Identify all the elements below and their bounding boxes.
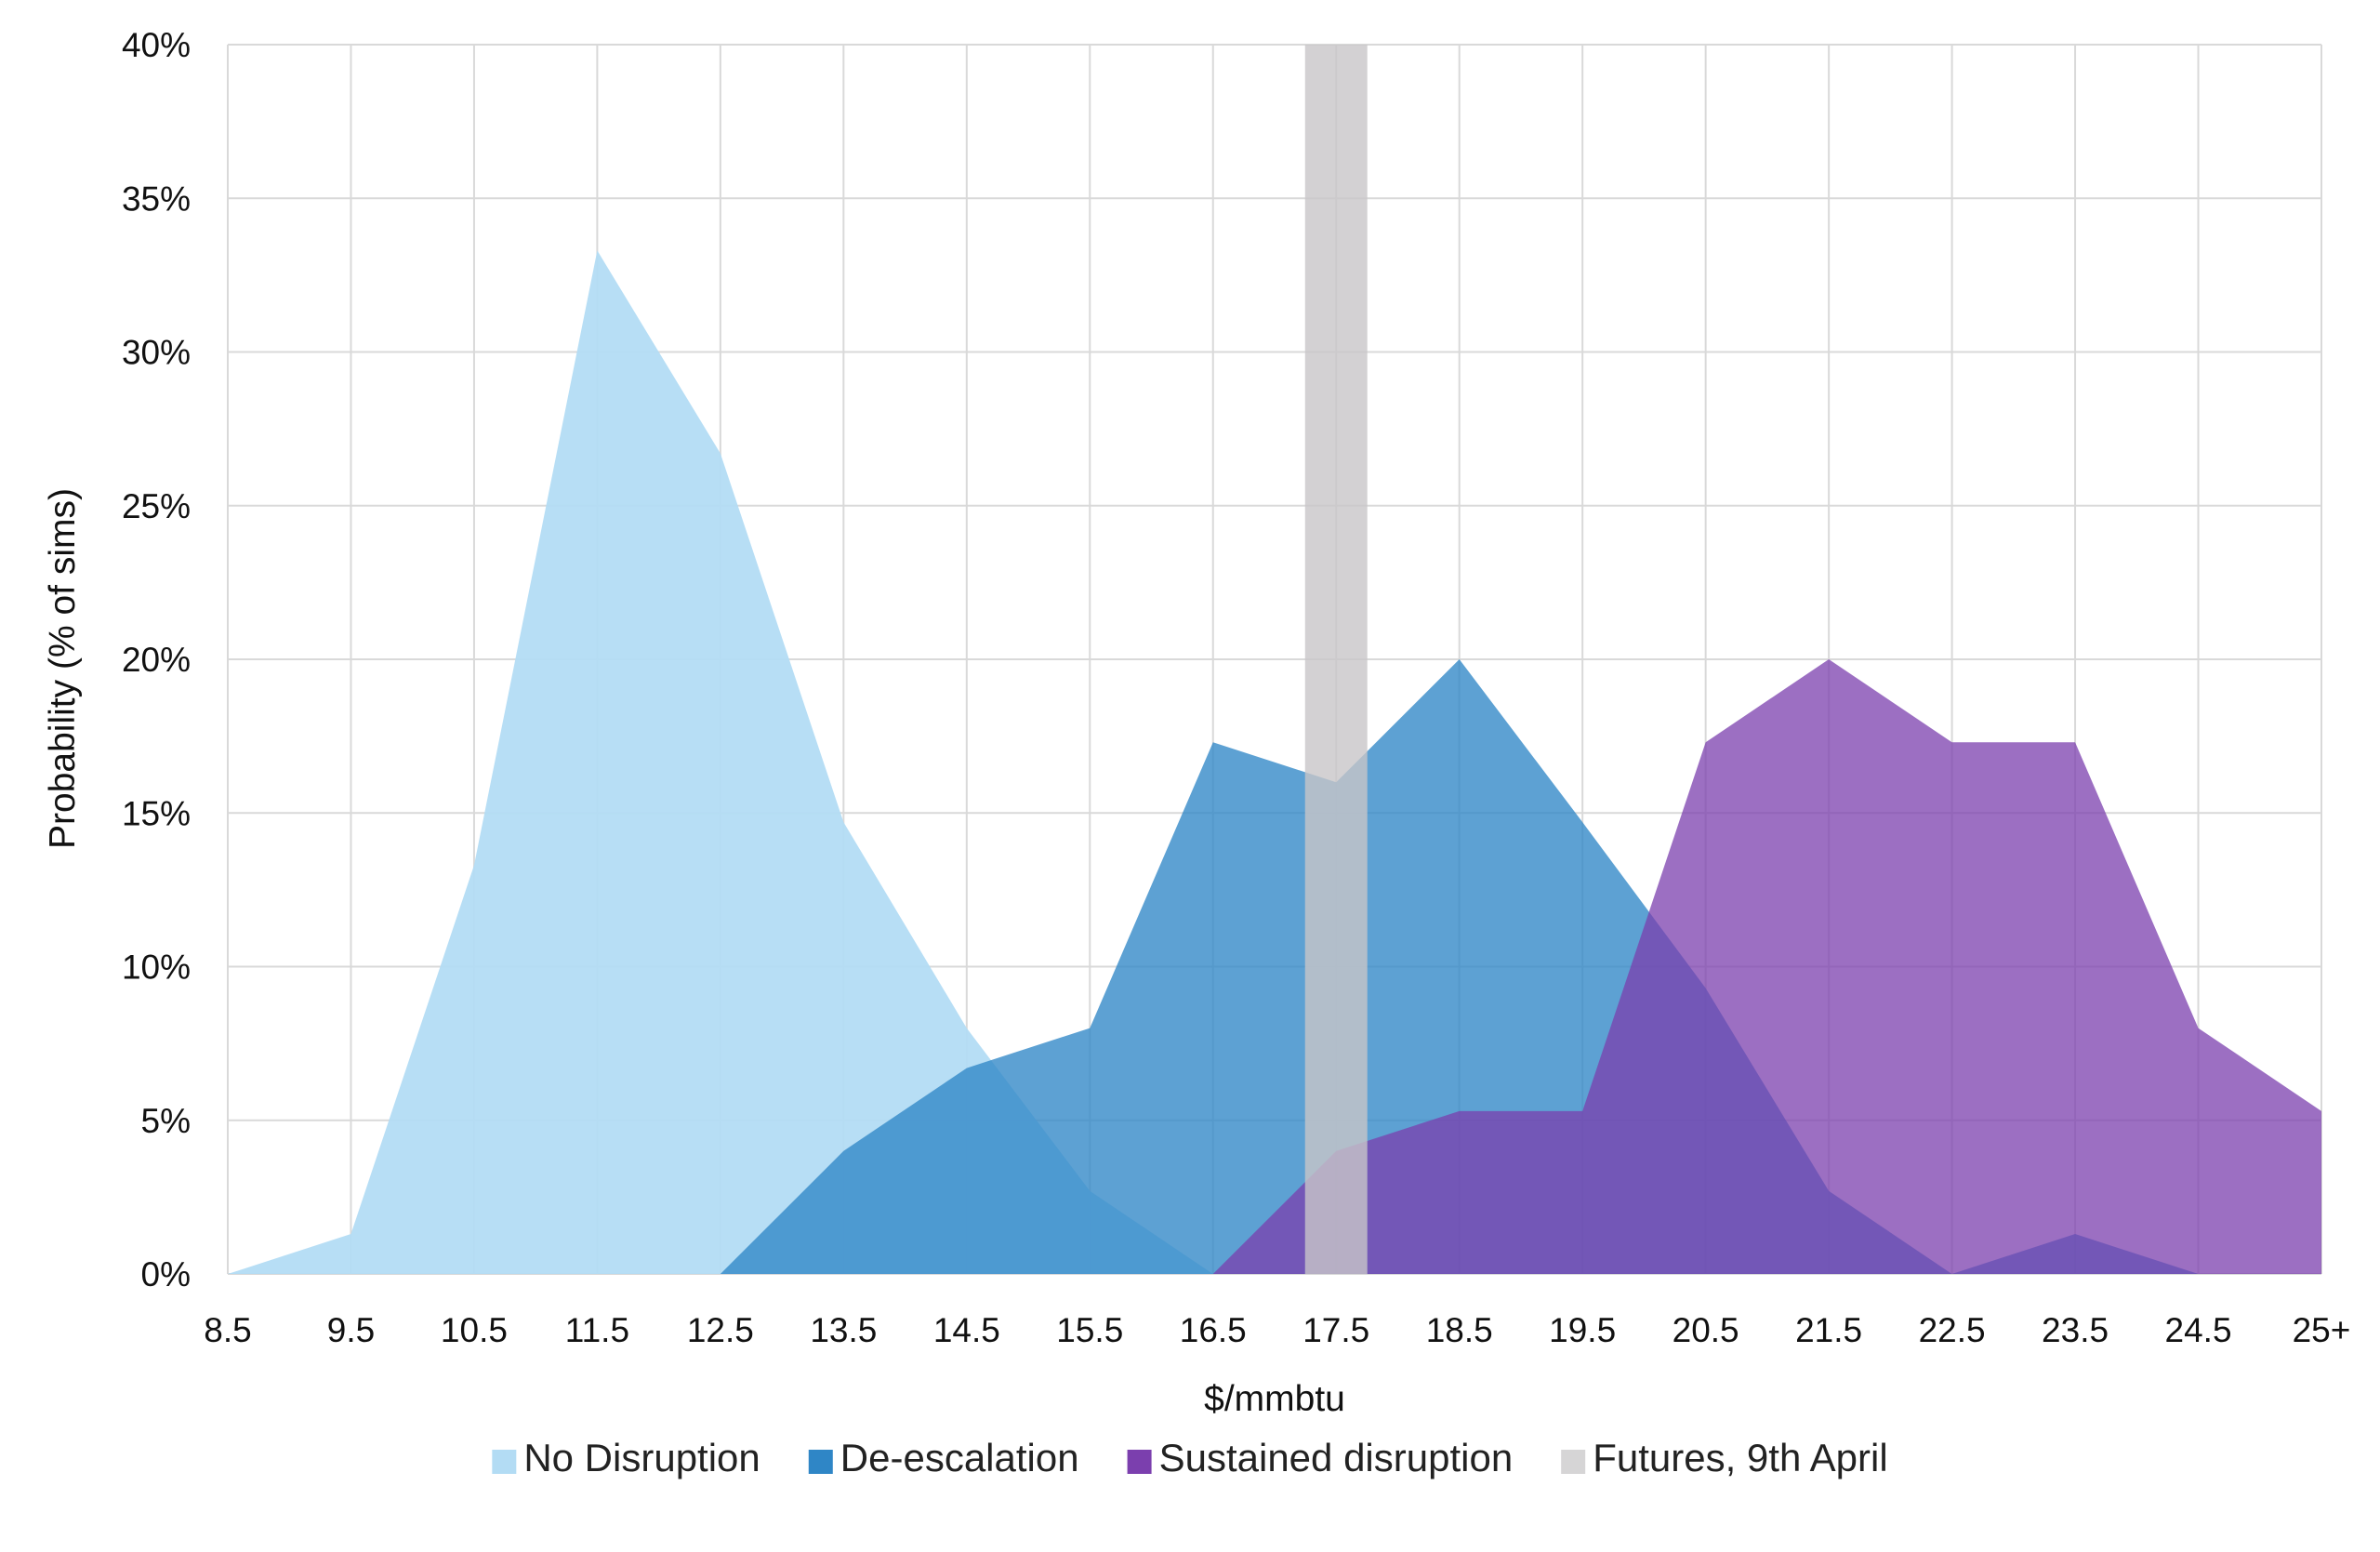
y-tick-label: 10% [122, 948, 191, 987]
x-tick-label: 23.5 [2042, 1311, 2109, 1349]
series-area-de-escalation [228, 659, 2321, 1274]
y-tick-label: 35% [122, 179, 191, 218]
x-tick-label: 13.5 [810, 1311, 877, 1349]
x-tick-label: 15.5 [1056, 1311, 1123, 1349]
x-tick-label: 8.5 [204, 1311, 251, 1349]
x-tick-label: 22.5 [1919, 1311, 1986, 1349]
legend-swatch-futures-9th-april [1561, 1450, 1586, 1474]
x-tick-label: 17.5 [1302, 1311, 1369, 1349]
y-tick-label: 5% [141, 1102, 191, 1140]
legend: No Disruption De-escalation Sustained disr… [492, 1436, 1888, 1479]
x-tick-label: 12.5 [687, 1311, 754, 1349]
y-tick-label: 15% [122, 794, 191, 832]
series-areas [228, 250, 2321, 1274]
x-tick-label: 9.5 [327, 1311, 375, 1349]
x-tick-label: 14.5 [933, 1311, 1000, 1349]
y-tick-label: 30% [122, 334, 191, 372]
futures-band [1304, 45, 1368, 1274]
legend-label-sustained-disruption: Sustained disruption [1159, 1436, 1514, 1479]
y-tick-label: 25% [122, 487, 191, 525]
x-tick-label: 10.5 [441, 1311, 508, 1349]
legend-swatch-sustained-disruption [1127, 1450, 1152, 1474]
x-tick-label: 24.5 [2165, 1311, 2232, 1349]
legend-swatch-no-disruption [492, 1450, 517, 1474]
series-area-no-disruption [228, 250, 2321, 1274]
y-tick-label: 20% [122, 641, 191, 679]
x-tick-label: 16.5 [1180, 1311, 1247, 1349]
futures-band-layer [1304, 45, 1368, 1274]
x-tick-label: 19.5 [1549, 1311, 1616, 1349]
axes: 0% 5% 10% 15% 20% 25% 30% 35% 40% 8.5 9.5 10.5 11.5 1… [122, 26, 2350, 1349]
series-area-sustained-disruption [228, 659, 2321, 1274]
legend-label-no-disruption: No Disruption [523, 1436, 760, 1479]
x-tick-label: 20.5 [1673, 1311, 1739, 1349]
legend-swatch-de-escalation [808, 1450, 833, 1474]
x-axis-title: $/mmbtu [1204, 1379, 1345, 1419]
legend-label-futures-9th-april: Futures, 9th April [1593, 1436, 1887, 1479]
x-tick-label: 25+ [2293, 1311, 2351, 1349]
x-tick-label: 11.5 [565, 1311, 629, 1349]
y-tick-label: 0% [141, 1255, 191, 1293]
x-tick-label: 18.5 [1426, 1311, 1493, 1349]
y-axis-title: Probability (% of sims) [43, 488, 83, 849]
y-tick-label: 40% [122, 26, 191, 64]
legend-label-de-escalation: De-escalation [840, 1436, 1079, 1479]
x-tick-label: 21.5 [1795, 1311, 1862, 1349]
